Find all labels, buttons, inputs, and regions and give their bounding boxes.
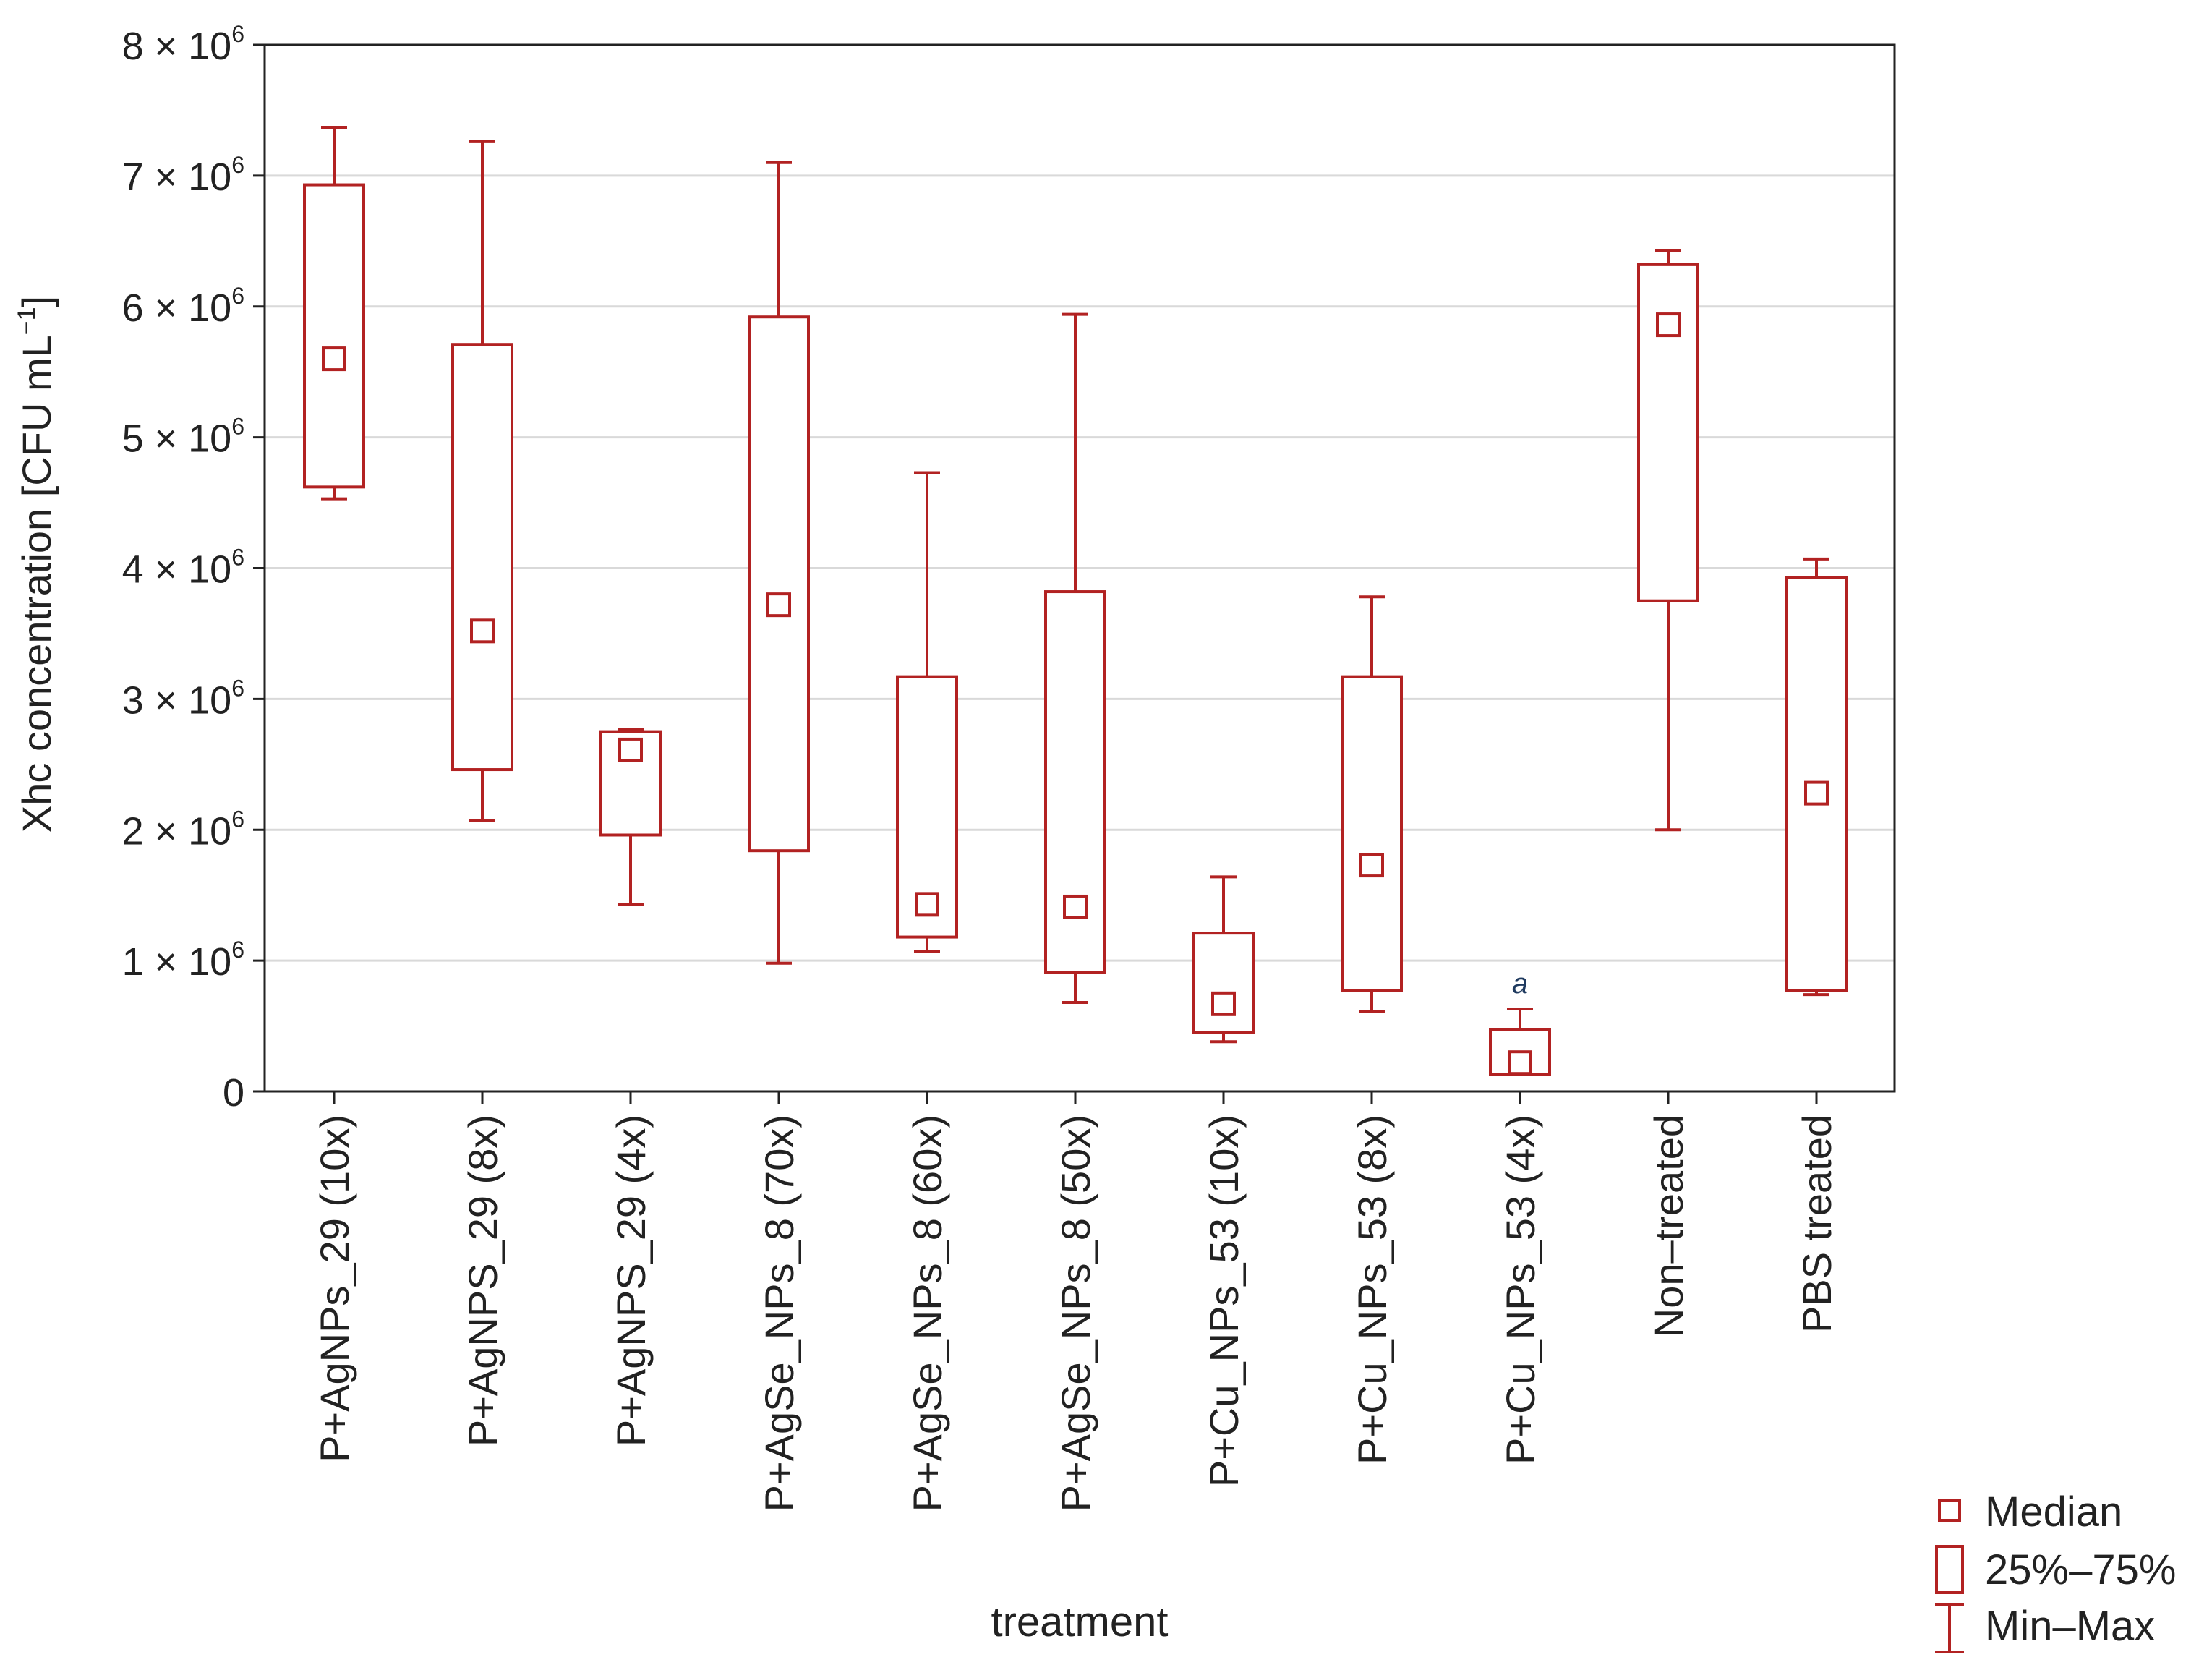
median-marker bbox=[915, 892, 939, 917]
legend: Median 25%–75% Min–Max bbox=[1935, 1489, 2176, 1653]
median-marker bbox=[1359, 853, 1384, 878]
iqr-box bbox=[599, 730, 662, 837]
median-marker bbox=[470, 618, 495, 644]
y-tick-label: 2 × 106 bbox=[122, 806, 244, 853]
iqr-box bbox=[1341, 675, 1403, 992]
y-axis-title-close: ] bbox=[14, 296, 59, 307]
iqr-box bbox=[896, 675, 958, 939]
legend-median-symbol bbox=[1938, 1499, 1961, 1522]
iqr-box bbox=[303, 183, 365, 489]
median-marker bbox=[1804, 780, 1829, 806]
y-tick-label: 4 × 106 bbox=[122, 545, 244, 592]
legend-box-label: 25%–75% bbox=[1985, 1546, 2176, 1593]
significance-annotation: a bbox=[1512, 968, 1528, 1000]
iqr-box bbox=[1785, 576, 1848, 992]
box-group bbox=[748, 161, 810, 965]
legend-whisker-symbol bbox=[1935, 1603, 1964, 1653]
y-tick-label: 3 × 106 bbox=[122, 675, 244, 722]
x-axis-title: treatment bbox=[991, 1598, 1169, 1645]
box-group bbox=[1637, 248, 1699, 832]
y-tick-label: 0 bbox=[223, 1071, 244, 1115]
x-tick-label: PBS treated bbox=[1794, 1115, 1840, 1333]
x-tick-label: P+AgNPs_29 (10x) bbox=[312, 1115, 357, 1462]
legend-whisker-label: Min–Max bbox=[1985, 1603, 2155, 1650]
x-tick-label: P+AgSe_NPs_8 (50x) bbox=[1053, 1115, 1098, 1512]
box-group bbox=[1341, 595, 1403, 1013]
x-tick-label: P+AgSe_NPs_8 (60x) bbox=[905, 1115, 950, 1512]
box-group bbox=[1044, 312, 1106, 1005]
y-tick-label: 5 × 106 bbox=[122, 414, 244, 461]
box-group bbox=[451, 140, 513, 822]
y-axis-title-main: Xhc concentration [CFU mL bbox=[14, 335, 59, 832]
x-axis-ticks: P+AgNPs_29 (10x) P+AgNPS_29 (8x) P+AgNPS_2… bbox=[312, 1091, 1840, 1512]
median-marker bbox=[322, 346, 346, 372]
median-marker bbox=[1211, 991, 1236, 1016]
iqr-box bbox=[451, 343, 513, 772]
median-marker bbox=[1063, 894, 1088, 919]
box-group bbox=[303, 125, 365, 501]
median-marker bbox=[766, 592, 791, 618]
x-tick-label: P+AgSe_NPs_8 (70x) bbox=[756, 1115, 802, 1512]
iqr-box bbox=[1044, 590, 1106, 974]
box-group bbox=[1785, 557, 1848, 997]
iqr-box bbox=[748, 315, 810, 853]
median-marker bbox=[1508, 1050, 1532, 1076]
y-axis-title: Xhc concentration [CFU mL−1] bbox=[13, 296, 59, 832]
y-axis-title-superscript: −1 bbox=[13, 307, 40, 335]
x-tick-label: P+Cu_NPs_53 (10x) bbox=[1201, 1115, 1247, 1487]
x-tick-label: P+AgNPS_29 (8x) bbox=[460, 1115, 505, 1447]
y-tick-label: 6 × 106 bbox=[122, 283, 244, 330]
y-axis-ticks: 0 1 × 106 2 × 106 3 × 106 4 × 106 5 × 106 6 × … bbox=[122, 21, 265, 1115]
box-group bbox=[896, 471, 958, 953]
x-tick-label: Non–treated bbox=[1646, 1115, 1691, 1337]
iqr-box bbox=[1637, 263, 1699, 602]
median-marker bbox=[1656, 312, 1681, 338]
x-tick-label: P+Cu_NPs_53 (8x) bbox=[1349, 1115, 1395, 1465]
box-group bbox=[1192, 875, 1255, 1044]
y-tick-label: 1 × 106 bbox=[122, 937, 244, 984]
x-tick-label: P+AgNPS_29 (4x) bbox=[608, 1115, 654, 1447]
legend-box-symbol bbox=[1935, 1545, 1964, 1594]
y-tick-label: 7 × 106 bbox=[122, 152, 244, 199]
box-group: a bbox=[1489, 968, 1551, 1076]
legend-median-label: Median bbox=[1985, 1489, 2122, 1536]
x-tick-label: P+Cu_NPs_53 (4x) bbox=[1498, 1115, 1543, 1465]
iqr-box bbox=[1192, 932, 1255, 1034]
median-marker bbox=[618, 737, 643, 762]
box-group bbox=[599, 727, 662, 906]
y-tick-label: 8 × 106 bbox=[122, 21, 244, 68]
box-series: a bbox=[303, 125, 1848, 1076]
